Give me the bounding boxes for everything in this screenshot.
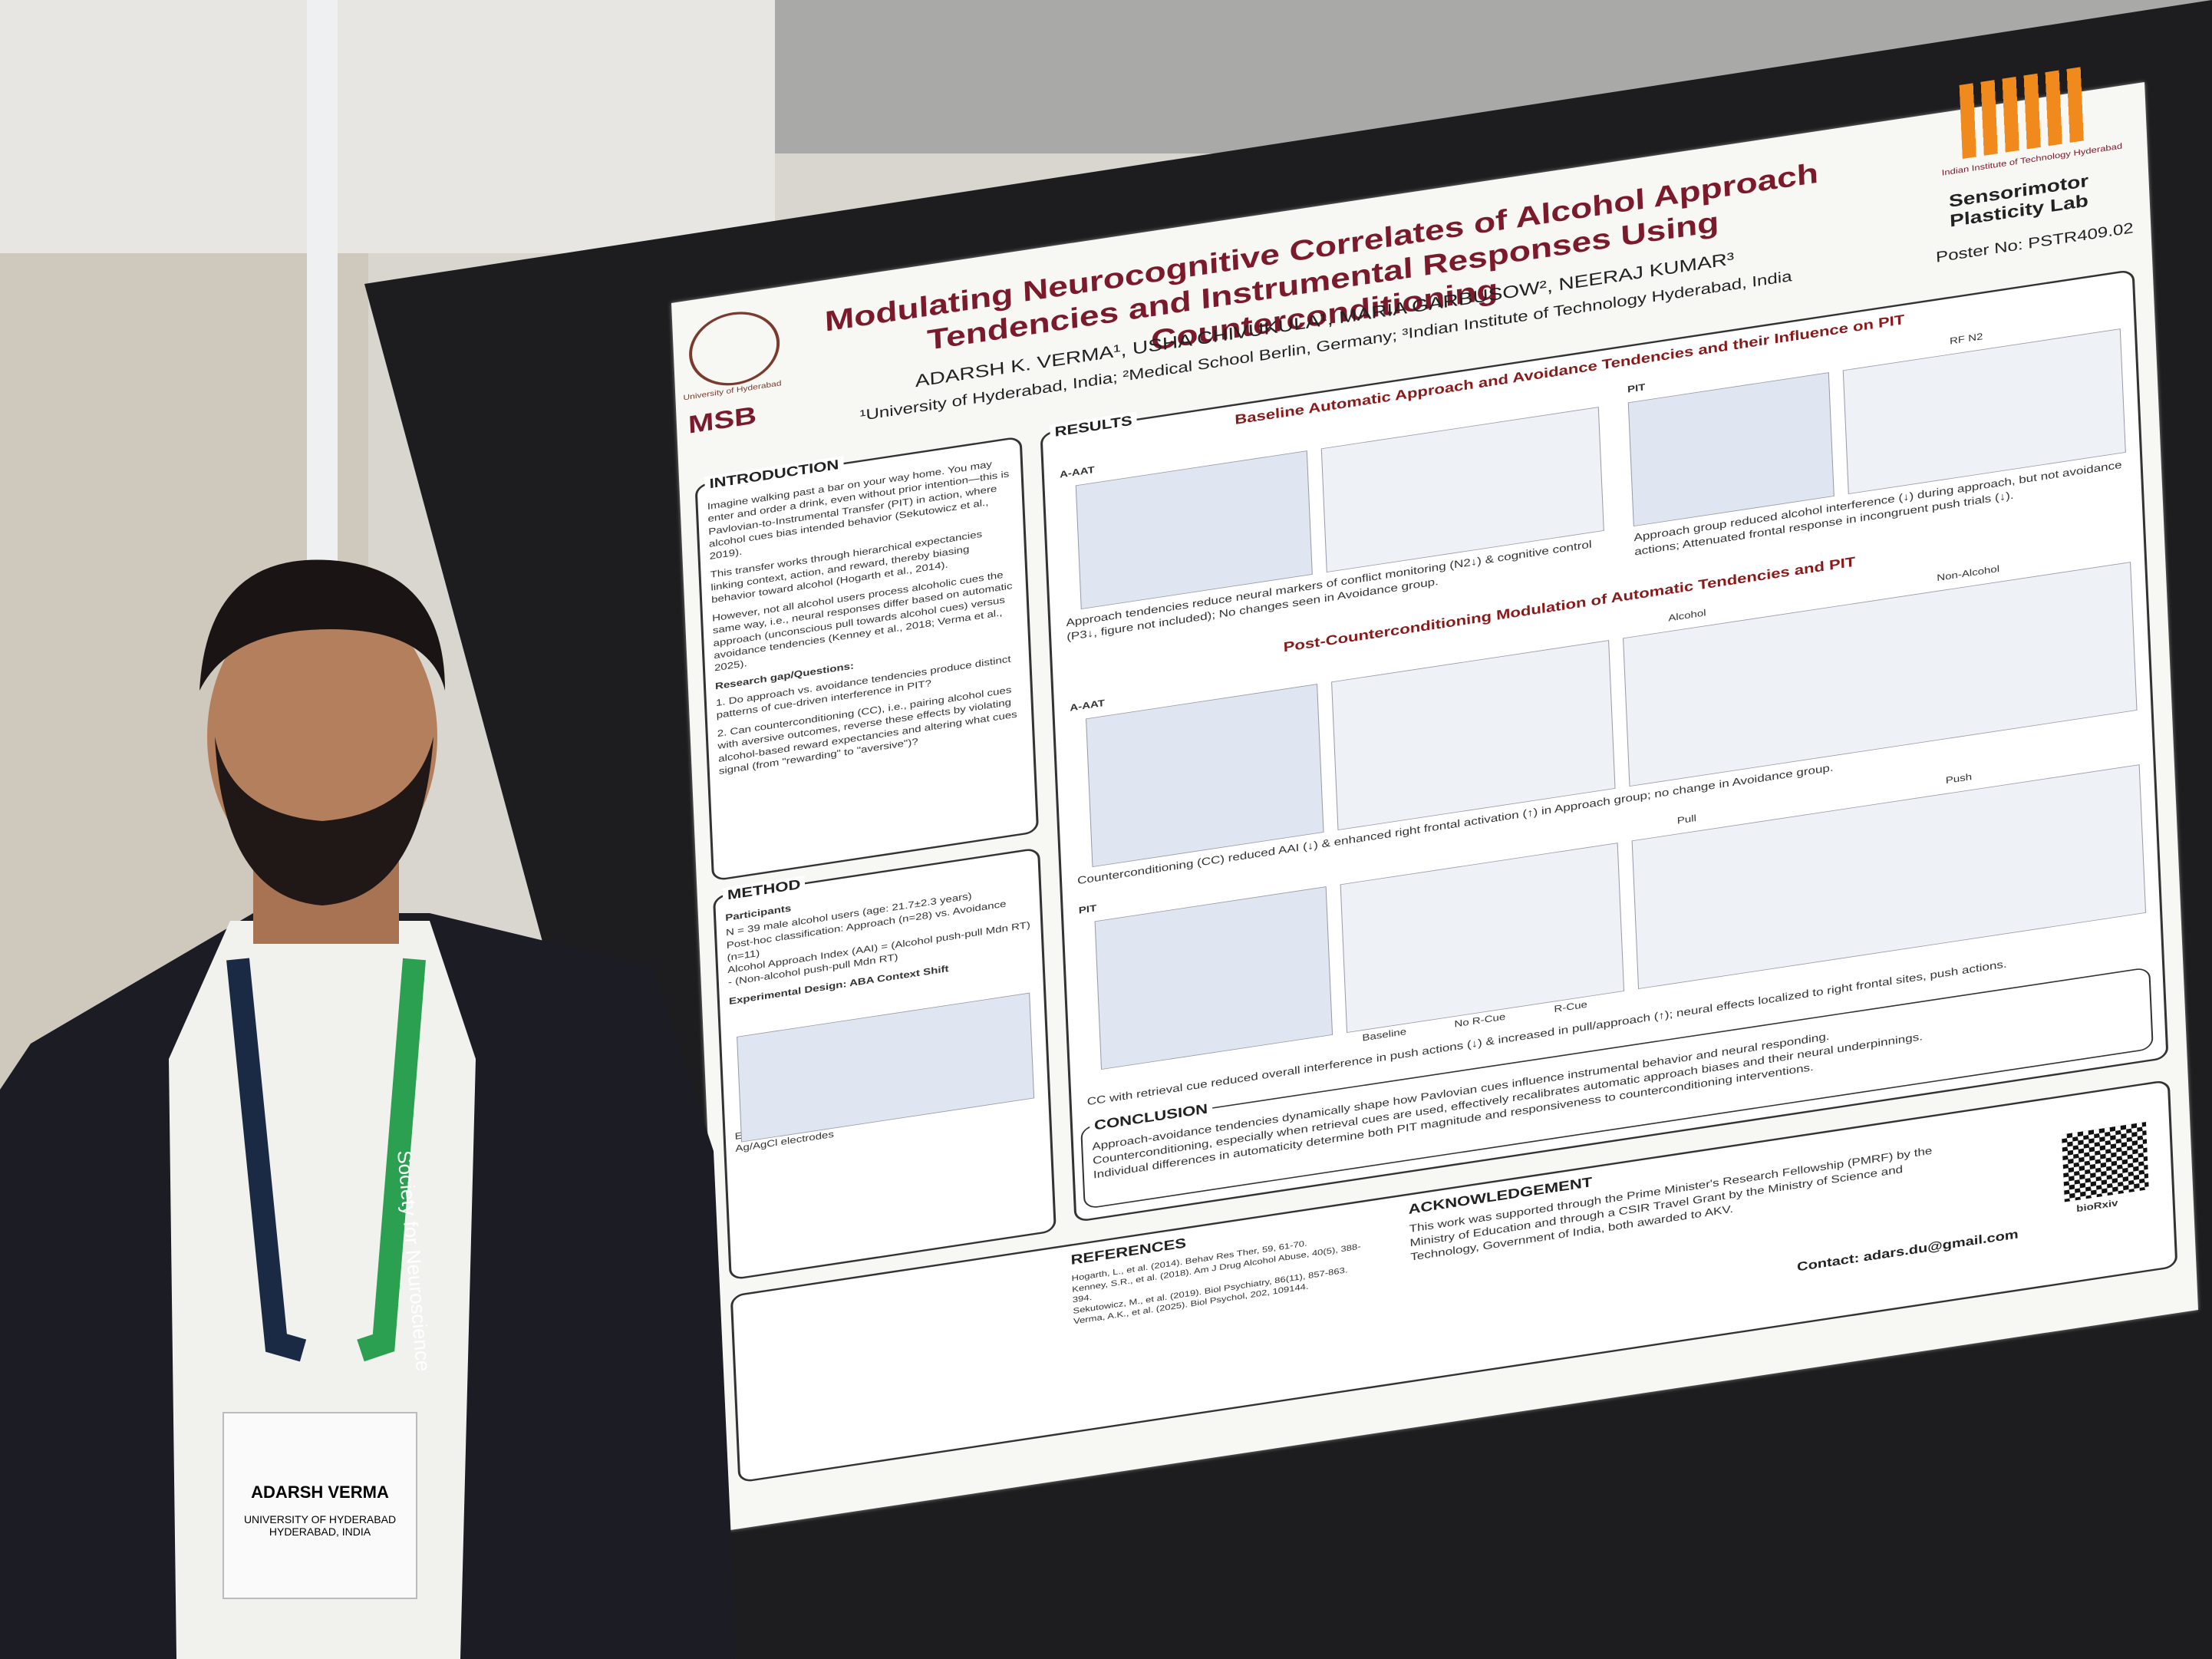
name-badge: ADARSH VERMA UNIVERSITY OF HYDERABAD HYD… xyxy=(223,1412,417,1599)
badge-name: ADARSH VERMA xyxy=(251,1483,389,1502)
badge-affiliation: UNIVERSITY OF HYDERABAD HYDERABAD, INDIA xyxy=(243,1513,397,1538)
ceiling-wall xyxy=(0,0,775,253)
